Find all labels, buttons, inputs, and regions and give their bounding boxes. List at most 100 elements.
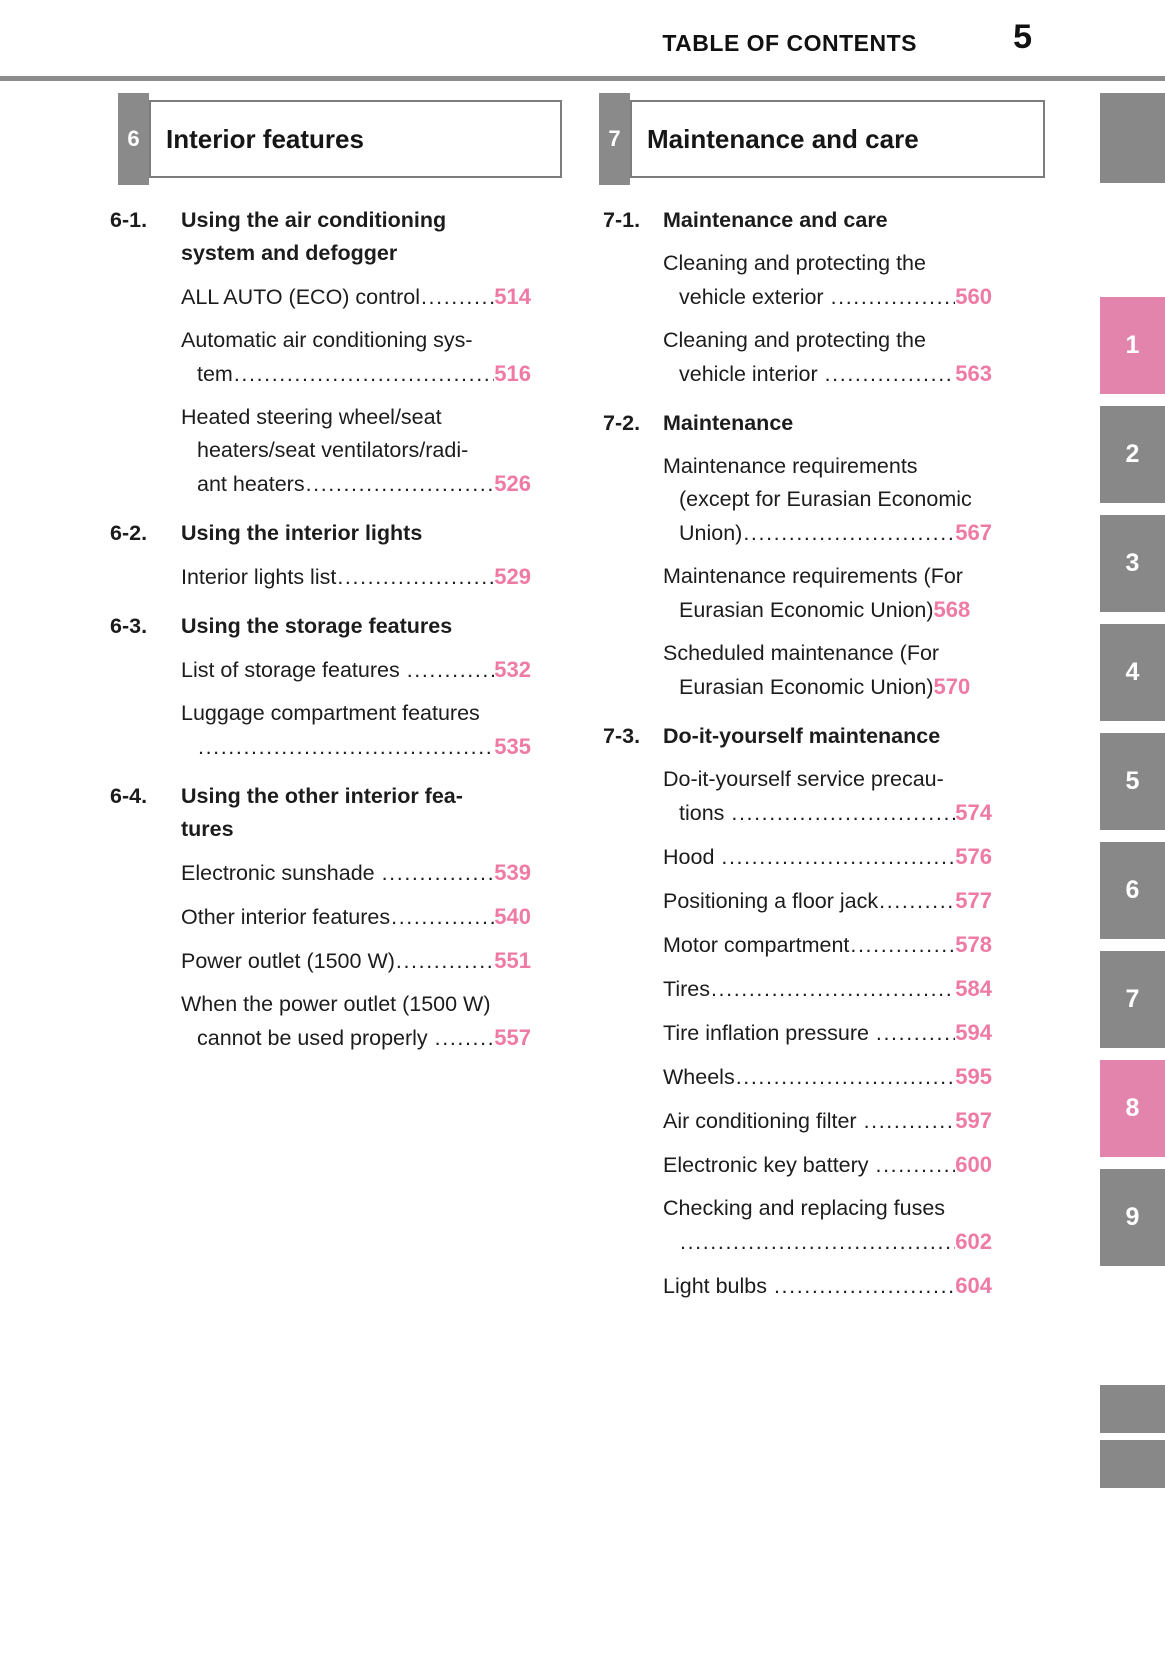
toc-group-7-1: 7-1. Maintenance and care Cleaning and pro… bbox=[603, 204, 992, 391]
toc-entry: Other interior features.................… bbox=[181, 900, 531, 934]
page-ref: 526 bbox=[494, 471, 531, 496]
toc-entry: List of storage features ...............… bbox=[181, 653, 531, 687]
page-ref: 514 bbox=[494, 284, 531, 309]
toc-entry-line: Light bulbs ............................… bbox=[663, 1269, 992, 1303]
toc-entry-line: ant heaters.............................… bbox=[181, 467, 531, 501]
toc-entry-line: Interior lights list....................… bbox=[181, 560, 531, 594]
dot-leader: ........................................… bbox=[420, 285, 495, 309]
toc-entry-text: Motor compartment bbox=[663, 933, 850, 957]
toc-entry-line: (except for Eurasian Economic bbox=[679, 487, 972, 511]
dot-leader: ........................................… bbox=[395, 949, 495, 973]
side-block-bottom bbox=[1100, 1440, 1165, 1488]
dot-leader: ........................................… bbox=[233, 362, 494, 386]
toc-group-title: Maintenance bbox=[663, 407, 992, 440]
dot-leader: ........................................… bbox=[875, 1021, 955, 1045]
dot-leader: ........................................… bbox=[710, 977, 955, 1001]
toc-entry-line: Eurasian Economic Union)570 bbox=[663, 670, 992, 704]
page-ref: 540 bbox=[494, 904, 531, 929]
toc-entry-line: Other interior features.................… bbox=[181, 900, 531, 934]
toc-entry: Hood ...................................… bbox=[663, 840, 992, 874]
page-ref: 532 bbox=[494, 657, 531, 682]
page-ref: 597 bbox=[955, 1108, 992, 1133]
toc-group-6-3: 6-3. Using the storage features List of st… bbox=[110, 610, 531, 764]
section-7-number-tab: 7 bbox=[599, 93, 630, 185]
toc-group-title-line: tures bbox=[181, 817, 234, 841]
dot-leader: ........................................… bbox=[863, 1109, 956, 1133]
toc-entry-text: Tires bbox=[663, 977, 710, 1001]
toc-entry: Positioning a floor jack................… bbox=[663, 884, 992, 918]
dot-leader: ........................................… bbox=[406, 658, 495, 682]
toc-group-number: 6-1. bbox=[110, 208, 148, 232]
toc-entry-text: vehicle interior bbox=[679, 362, 824, 386]
toc-group-title: Do-it-yourself maintenance bbox=[663, 720, 992, 753]
side-tab-9: 9 bbox=[1100, 1169, 1165, 1266]
dot-leader: ........................................… bbox=[824, 362, 956, 386]
toc-entry: Power outlet (1500 W)...................… bbox=[181, 944, 531, 978]
side-tab-8: 8 bbox=[1100, 1060, 1165, 1157]
page-ref: 600 bbox=[955, 1152, 992, 1177]
page-ref: 560 bbox=[955, 284, 992, 309]
dot-leader: ........................................… bbox=[305, 472, 495, 496]
toc-entry: Luggage compartment features............… bbox=[181, 697, 531, 764]
page-ref: 574 bbox=[955, 800, 992, 825]
page-title: TABLE OF CONTENTS bbox=[662, 30, 917, 56]
toc-group-number: 7-3. bbox=[603, 724, 641, 748]
side-tab-2: 2 bbox=[1100, 406, 1165, 503]
page-ref: 602 bbox=[955, 1229, 992, 1254]
toc-entry-line: Maintenance requirements (For bbox=[663, 564, 963, 588]
toc-entry-text: Electronic sunshade bbox=[181, 861, 381, 885]
toc-column-left: 6-1. Using the air conditioning system and… bbox=[110, 204, 531, 1055]
toc-group-number: 6-2. bbox=[110, 521, 148, 545]
page-ref: 551 bbox=[494, 948, 531, 973]
toc-group-title: Using the other interior fea-tures bbox=[181, 780, 531, 846]
page-ref: 539 bbox=[494, 860, 531, 885]
toc-group-title: Using the storage features bbox=[181, 610, 531, 643]
toc-entry-line: Tire inflation pressure ................… bbox=[663, 1016, 992, 1050]
toc-entry-line: Heated steering wheel/seat bbox=[181, 405, 442, 429]
dot-leader: ........................................… bbox=[830, 285, 956, 309]
page-ref: 570 bbox=[933, 674, 971, 699]
toc-group-title-line: Using the other interior fea- bbox=[181, 784, 463, 808]
dot-leader: ........................................… bbox=[337, 565, 494, 589]
dot-leader: ........................................… bbox=[381, 861, 495, 885]
dot-leader: ........................................… bbox=[680, 1230, 956, 1254]
toc-entry: Scheduled maintenance (For Eurasian Econo… bbox=[663, 637, 992, 704]
toc-entry: Motor compartment.......................… bbox=[663, 928, 992, 962]
toc-entry-text: Power outlet (1500 W) bbox=[181, 949, 395, 973]
toc-entry-line: Cleaning and protecting the bbox=[663, 251, 926, 275]
dot-leader: ........................................… bbox=[875, 1153, 956, 1177]
toc-entry-text: cannot be used properly bbox=[197, 1026, 434, 1050]
toc-entry-line: ALL AUTO (ECO) control..................… bbox=[181, 280, 531, 314]
toc-group-title-line: Using the air conditioning bbox=[181, 208, 447, 232]
toc-entry-line: Electronic sunshade ....................… bbox=[181, 856, 531, 890]
toc-entry-line: Luggage compartment features bbox=[181, 701, 480, 725]
toc-entry-line: Do-it-yourself service precau- bbox=[663, 767, 944, 791]
toc-group-title-line: system and defogger bbox=[181, 241, 398, 265]
toc-entry-line: ........................................… bbox=[663, 1225, 992, 1259]
toc-entry: Maintenance requirements (except for Eura… bbox=[663, 450, 992, 550]
toc-entry-line: Cleaning and protecting the bbox=[663, 328, 926, 352]
toc-entry: Heated steering wheel/seat heaters/seat v… bbox=[181, 401, 531, 501]
toc-group-number: 6-4. bbox=[110, 784, 148, 808]
toc-group-title-line: Using the storage features bbox=[181, 614, 453, 638]
toc-group-title: Using the interior lights bbox=[181, 517, 531, 550]
section-7-header-box: 7 Maintenance and care bbox=[599, 93, 1045, 185]
toc-entry-line: cannot be used properly ................… bbox=[181, 1021, 531, 1055]
dot-leader: ........................................… bbox=[721, 845, 955, 869]
dot-leader: ........................................… bbox=[773, 1274, 956, 1298]
toc-entry: Cleaning and protecting the vehicle inter… bbox=[663, 324, 992, 391]
toc-entry: When the power outlet (1500 W) cannot be … bbox=[181, 988, 531, 1055]
side-block-top bbox=[1100, 93, 1165, 183]
side-tab-7: 7 bbox=[1100, 951, 1165, 1048]
toc-entry-text: vehicle exterior bbox=[679, 285, 830, 309]
toc-entry-text: Eurasian Economic Union) bbox=[679, 675, 934, 699]
side-tab-3: 3 bbox=[1100, 515, 1165, 612]
toc-entry: Do-it-yourself service precau-tions ....… bbox=[663, 763, 992, 830]
toc-entry-line: heaters/seat ventilators/radi- bbox=[197, 438, 469, 462]
toc-entry-line: Maintenance requirements bbox=[663, 454, 918, 478]
toc-entry-line: Union)..................................… bbox=[663, 516, 992, 550]
page-ref: 594 bbox=[955, 1020, 992, 1045]
toc-entry-text: ant heaters bbox=[197, 472, 305, 496]
dot-leader: ........................................… bbox=[434, 1026, 495, 1050]
